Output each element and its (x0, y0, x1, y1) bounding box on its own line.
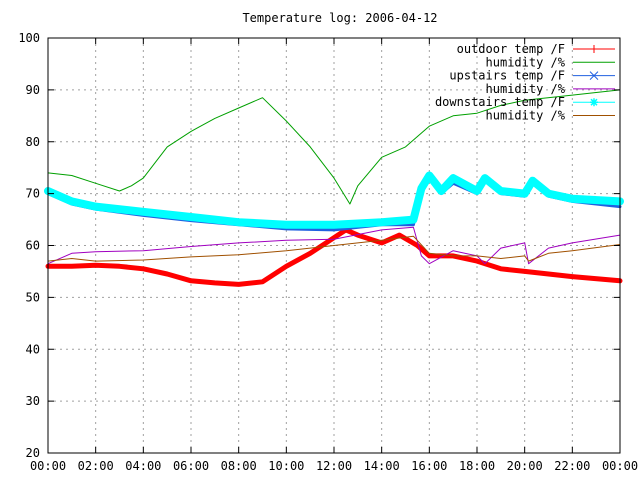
series-line-4 (44, 171, 624, 229)
y-tick-label: 70 (26, 187, 40, 201)
series-line-3 (47, 226, 621, 265)
x-tick-label: 04:00 (125, 459, 161, 473)
y-tick-label: 20 (26, 446, 40, 460)
chart-title: Temperature log: 2006-04-12 (242, 11, 437, 25)
series-line-1 (47, 89, 621, 205)
x-tick-label: 06:00 (173, 459, 209, 473)
legend-label: humidity /% (486, 109, 566, 123)
x-tick-label: 10:00 (268, 459, 304, 473)
series-line-0 (45, 227, 623, 287)
x-tick-label: 12:00 (316, 459, 352, 473)
y-tick-label: 90 (26, 83, 40, 97)
x-tick-label: 08:00 (221, 459, 257, 473)
y-tick-label: 80 (26, 135, 40, 149)
legend-label: humidity /% (486, 55, 566, 69)
legend-marker-star (590, 98, 598, 107)
x-tick-label: 02:00 (78, 459, 114, 473)
legend-label: outdoor temp /F (457, 42, 565, 56)
legend-label: upstairs temp /F (449, 69, 565, 83)
legend-marker-plus (590, 45, 598, 53)
legend-label: humidity /% (486, 82, 566, 96)
x-tick-label: 16:00 (411, 459, 447, 473)
legend-label: downstairs temp /F (435, 95, 565, 109)
x-tick-label: 00:00 (602, 459, 638, 473)
y-tick-label: 60 (26, 239, 40, 253)
y-tick-label: 40 (26, 342, 40, 356)
y-tick-label: 50 (26, 290, 40, 304)
series-line-5 (47, 235, 621, 262)
x-tick-label: 00:00 (30, 459, 66, 473)
y-tick-label: 100 (18, 31, 40, 45)
x-tick-label: 18:00 (459, 459, 495, 473)
x-tick-label: 22:00 (554, 459, 590, 473)
y-tick-label: 30 (26, 394, 40, 408)
x-tick-label: 14:00 (364, 459, 400, 473)
x-tick-label: 20:00 (507, 459, 543, 473)
legend-marker-x (589, 71, 599, 80)
